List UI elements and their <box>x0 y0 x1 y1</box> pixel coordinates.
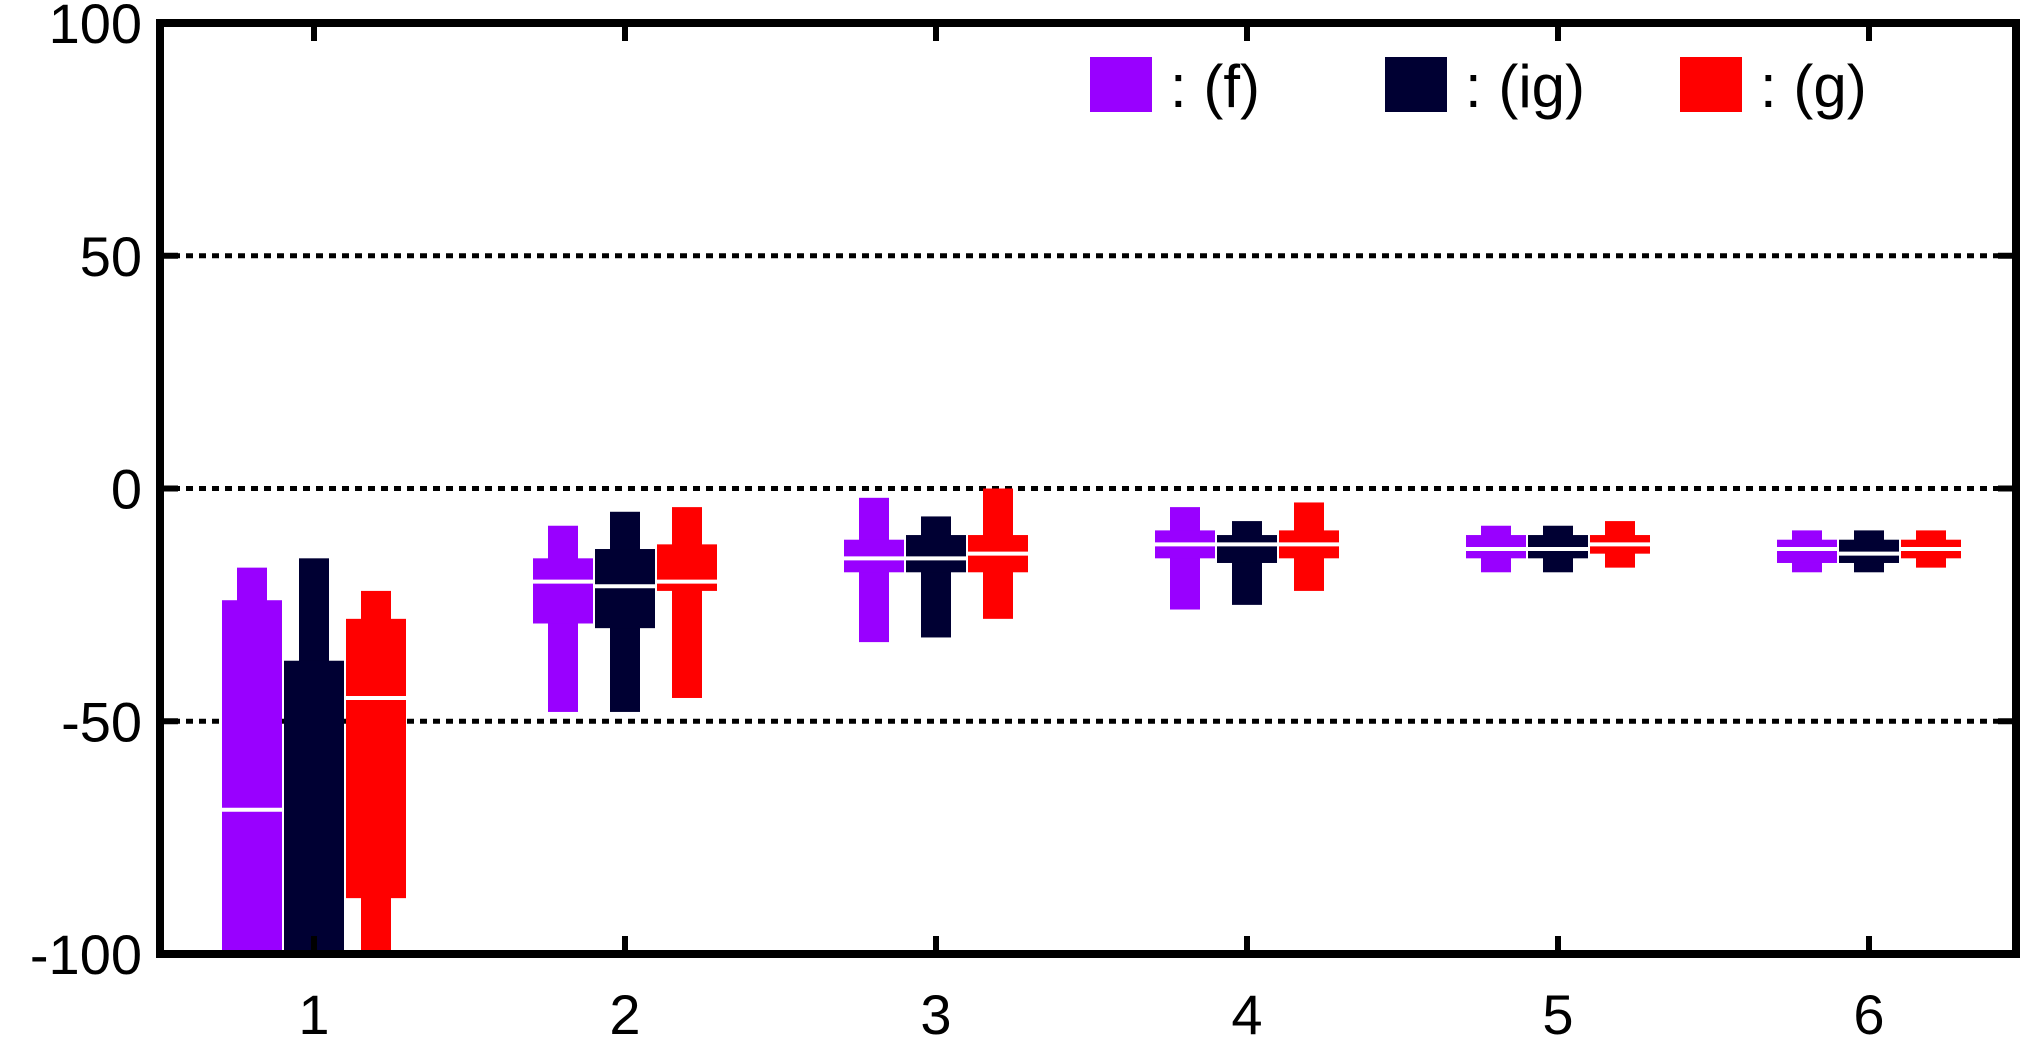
box <box>533 558 593 624</box>
whisker <box>921 516 951 638</box>
legend-label: : (g) <box>1760 53 1867 120</box>
whisker <box>672 507 702 698</box>
y-tick-label: -50 <box>61 690 142 753</box>
box <box>222 600 282 954</box>
box <box>906 535 966 573</box>
legend-label: : (f) <box>1170 53 1260 120</box>
box-layer <box>222 488 1961 954</box>
series-1 <box>284 511 1899 954</box>
box <box>1466 535 1526 559</box>
y-tick-label: 100 <box>49 0 142 55</box>
box <box>1528 535 1588 559</box>
legend: : (f) : (ig) : (g) <box>1090 53 1867 120</box>
y-tick-label: 0 <box>111 458 142 521</box>
tick-layer: 100 50 0 -50 -100 1 2 3 4 5 6 <box>30 0 2016 1041</box>
box <box>1777 539 1837 563</box>
box <box>284 660 344 954</box>
series-0 <box>222 497 1837 954</box>
x-tick-label: 4 <box>1231 983 1262 1041</box>
box <box>1217 535 1277 563</box>
x-tick-label: 1 <box>298 983 329 1041</box>
box <box>1839 539 1899 563</box>
legend-swatch <box>1385 57 1447 112</box>
legend-item-2: : (g) <box>1680 53 1867 120</box>
legend-item-1: : (ig) <box>1385 53 1585 120</box>
x-tick-label: 3 <box>920 983 951 1041</box>
box <box>346 618 406 899</box>
x-tick-label: 5 <box>1542 983 1573 1041</box>
x-tick-label: 6 <box>1853 983 1884 1041</box>
box <box>844 539 904 573</box>
legend-swatch <box>1680 57 1742 112</box>
y-tick-label: -100 <box>30 923 142 986</box>
legend-label: : (ig) <box>1465 53 1585 120</box>
y-tick-label: 50 <box>80 225 142 288</box>
box <box>657 544 717 591</box>
series-2 <box>346 488 1961 954</box>
legend-item-0: : (f) <box>1090 53 1260 120</box>
box <box>595 549 655 629</box>
grid-layer <box>160 253 2016 724</box>
x-tick-label: 2 <box>609 983 640 1041</box>
legend-swatch <box>1090 57 1152 112</box>
